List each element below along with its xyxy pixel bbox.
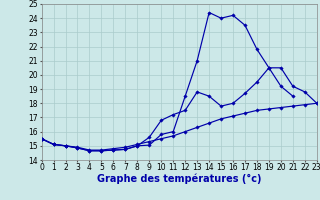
X-axis label: Graphe des températures (°c): Graphe des températures (°c) [97,174,261,184]
